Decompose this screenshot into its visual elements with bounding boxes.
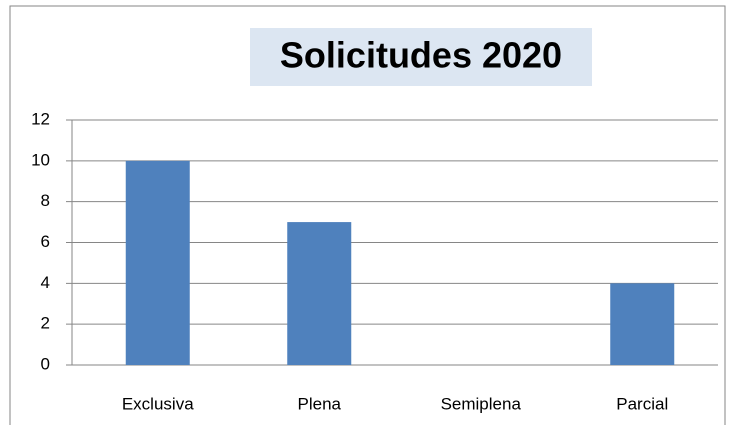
- x-tick-label: Parcial: [616, 394, 668, 413]
- bar: [610, 283, 675, 365]
- y-tick-label: 8: [41, 191, 50, 210]
- bar: [125, 160, 190, 365]
- title-box: [250, 28, 592, 86]
- y-tick-label: 4: [41, 273, 50, 292]
- x-tick-label: Plena: [298, 394, 342, 413]
- y-tick-label: 12: [31, 109, 50, 128]
- y-tick-label: 10: [31, 150, 50, 169]
- x-tick-label: Exclusiva: [122, 394, 194, 413]
- y-tick-label: 0: [41, 354, 50, 373]
- chart-frame: [9, 5, 726, 425]
- y-tick-label: 2: [41, 314, 50, 333]
- chart-title: Solicitudes 2020: [280, 35, 562, 76]
- y-tick-label: 6: [41, 232, 50, 251]
- bar: [287, 222, 352, 365]
- x-tick-label: Semiplena: [441, 394, 522, 413]
